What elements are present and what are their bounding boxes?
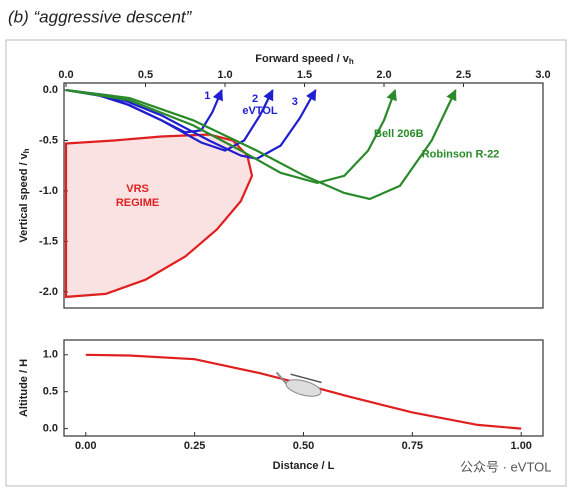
x-tick-label: 2.0 [376, 69, 391, 81]
series-label: 1 [204, 90, 210, 102]
x-tick-label: 0.5 [138, 69, 153, 81]
x-tick-label: 0.25 [184, 440, 205, 452]
annotation: eVTOL [242, 105, 278, 117]
y-tick-label: 0.0 [43, 84, 58, 96]
outer-border [5, 39, 567, 487]
plot-frame [63, 82, 544, 309]
series-label: 3 [292, 96, 298, 108]
x-tick-label: 0.75 [402, 440, 423, 452]
x-axis-title-sub: h [349, 57, 354, 66]
watermark: 公众号 · eVTOL [460, 459, 552, 474]
x-tick-label: 1.5 [297, 69, 312, 81]
series-label: Bell 206B [374, 128, 424, 140]
series-line [65, 89, 457, 201]
x-tick-label: 0.00 [75, 440, 96, 452]
x-tick-label: 1.0 [217, 69, 232, 81]
x-tick-label: 0.0 [58, 69, 73, 81]
y-axis-title-main: Altitude / H [18, 359, 30, 417]
y-axis-title-main: Vertical speed / v [18, 152, 30, 242]
region-label: VRS [126, 183, 149, 195]
series-line [65, 89, 274, 152]
y-tick-label: -2.0 [39, 286, 58, 298]
y-axis-title: Altitude / H [18, 359, 30, 417]
y-tick-label: -1.0 [39, 185, 58, 197]
x-axis-title: Forward speed / vh [255, 53, 354, 66]
rotor [290, 373, 322, 384]
x-tick-label: 3.0 [535, 69, 550, 81]
y-tick-label: 1.0 [43, 349, 58, 361]
chart-title: (b) “aggressive descent” [8, 7, 193, 26]
y-tick-label: -1.5 [39, 235, 58, 247]
y-tick-label: 0.0 [43, 423, 58, 435]
series-line [65, 89, 317, 160]
x-axis-title-main: Forward speed / v [255, 53, 349, 65]
x-axis-title: Distance / L [273, 460, 335, 472]
series-line [65, 89, 397, 185]
series-label: 2 [252, 93, 258, 105]
y-axis-title: Vertical speed / vh [18, 148, 31, 242]
y-tick-label: -0.5 [39, 134, 58, 146]
region-label: REGIME [116, 197, 159, 209]
x-tick-label: 2.5 [456, 69, 471, 81]
vrs-region [64, 133, 254, 299]
x-axis-title-main: Distance / L [273, 460, 335, 472]
y-axis-title-sub: h [22, 148, 31, 153]
series-label: Robinson R-22 [422, 148, 500, 160]
x-tick-label: 1.00 [511, 440, 532, 452]
tail [275, 371, 287, 385]
x-tick-label: 0.50 [293, 440, 314, 452]
y-tick-label: 0.5 [43, 386, 58, 398]
helicopter-icon [275, 371, 322, 397]
